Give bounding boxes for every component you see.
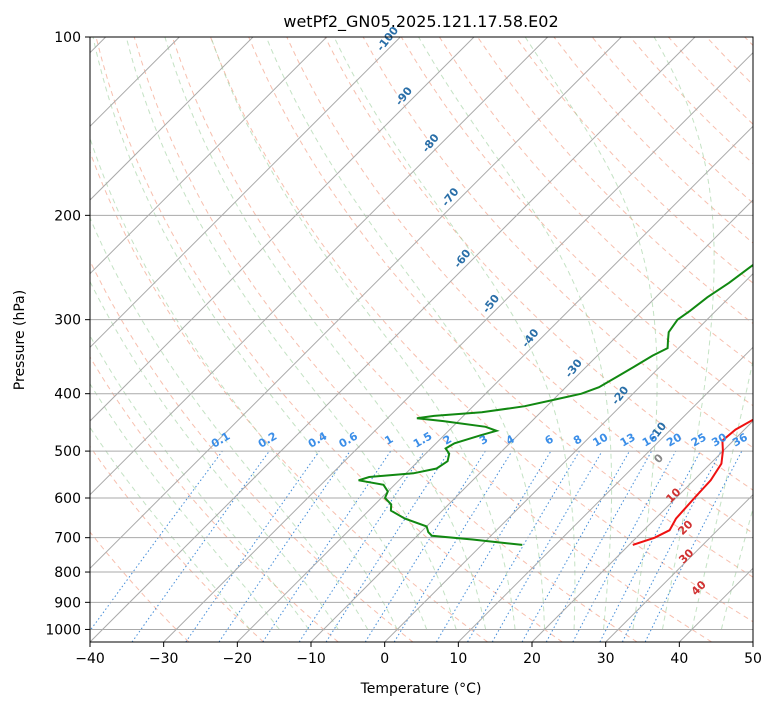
- x-tick-label: −30: [149, 651, 179, 667]
- mixing-ratio-line: [644, 450, 743, 642]
- y-tick-label: 500: [54, 444, 81, 460]
- y-tick-label: 100: [54, 30, 81, 46]
- isotherm: [310, 199, 753, 642]
- moist-adiabat: [164, 37, 487, 630]
- dry-adiabat: [515, 37, 753, 284]
- isotherm: [90, 37, 549, 496]
- y-tick-label: 200: [54, 208, 81, 224]
- x-tick-label: 40: [670, 651, 688, 667]
- isotherm: [457, 346, 753, 642]
- y-tick-label: 900: [54, 595, 81, 611]
- y-tick-label: 300: [54, 313, 81, 329]
- x-tick-label: 10: [449, 651, 467, 667]
- dewpoint-line: [358, 263, 753, 546]
- isotherm: [163, 51, 753, 642]
- mixing-ratio-line: [131, 450, 270, 642]
- moist-adiabat: [90, 136, 398, 630]
- mixing-ratio-line: [262, 450, 392, 642]
- isotherm: [605, 493, 753, 642]
- isotherm: [236, 125, 753, 642]
- dry-adiabat: [210, 37, 753, 623]
- plot-frame: [89, 36, 754, 643]
- y-axis-label: Pressure (hPa): [12, 290, 28, 390]
- x-tick-label: 0: [380, 651, 389, 667]
- moist-adiabat: [333, 37, 576, 630]
- mixing-ratio-line: [393, 450, 513, 642]
- mixing-ratio-line: [298, 450, 425, 642]
- x-axis-label: Temperature (°C): [360, 681, 482, 697]
- y-tick-label: 800: [54, 565, 81, 581]
- moist-adiabat: [92, 37, 428, 630]
- isotherm: [90, 37, 328, 275]
- background-lines: [90, 37, 753, 642]
- isotherm: [90, 37, 254, 201]
- dry-adiabat: [90, 356, 339, 642]
- moist-adiabat: [90, 216, 369, 630]
- dry-adiabat: [171, 37, 712, 642]
- x-tick-label: −10: [296, 651, 326, 667]
- dry-adiabat: [438, 37, 753, 366]
- dry-adiabat: [90, 531, 190, 642]
- x-tick-label: −20: [223, 651, 253, 667]
- data-series: [358, 263, 753, 546]
- dry-adiabat: [90, 150, 488, 642]
- moist-adiabat: [90, 382, 280, 630]
- mixing-ratio-line: [572, 450, 677, 642]
- moist-adiabat: [265, 37, 546, 630]
- moist-adiabat: [210, 37, 516, 630]
- dry-adiabat: [95, 37, 563, 642]
- isotherm: [90, 37, 475, 422]
- moist-adiabat: [691, 358, 753, 630]
- temperature-line: [632, 418, 753, 546]
- x-tick-label: 50: [744, 651, 762, 667]
- mixing-ratio-line: [185, 450, 320, 642]
- chart-title: wetPf2_GN05.2025.121.17.58.E02: [283, 12, 558, 32]
- y-tick-label: 700: [54, 531, 81, 547]
- moist-adiabat: [524, 37, 658, 630]
- x-tick-label: 20: [523, 651, 541, 667]
- mixing-ratio-line: [325, 450, 450, 642]
- y-tick-label: 1000: [45, 622, 81, 638]
- isotherm: [90, 37, 401, 349]
- dry-adiabat: [248, 37, 753, 578]
- x-tick-label: 30: [597, 651, 615, 667]
- dry-adiabat: [133, 37, 638, 642]
- mixing-ratio-line: [521, 450, 630, 642]
- isotherm: [90, 37, 622, 570]
- mixing-ratio-line: [545, 450, 653, 642]
- mixing-ratio-line: [90, 450, 223, 632]
- moist-adiabat: [653, 37, 715, 630]
- moist-adiabat: [418, 37, 613, 630]
- isotherm: [90, 37, 696, 642]
- axis-ticks: −40 −30 −20 −10 0 10 20 30 40 50 100 200 300 400 500 60…: [45, 30, 762, 667]
- y-tick-label: 600: [54, 491, 81, 507]
- y-tick-label: 400: [54, 387, 81, 403]
- isotherm: [531, 420, 753, 642]
- mixing-ratio-line: [218, 450, 351, 642]
- dry-adiabat: [90, 445, 264, 642]
- dry-adiabat: [400, 37, 753, 407]
- x-tick-label: −40: [75, 651, 105, 667]
- moist-adiabat: [90, 426, 251, 630]
